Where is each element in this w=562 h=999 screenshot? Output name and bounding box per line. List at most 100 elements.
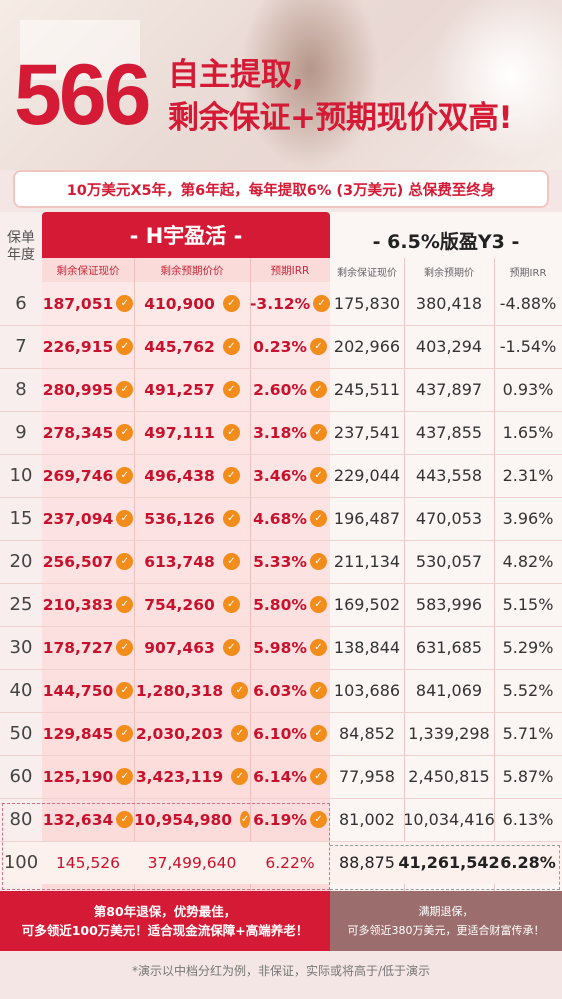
thumbs-up-icon: ✓ (309, 596, 327, 613)
theirs-expected-cell: 2,450,815 (404, 755, 494, 798)
year-cell-value: 80 (9, 809, 33, 830)
theirs-irr-cell-value: 1.65% (502, 423, 554, 442)
table-row: 20 256,507 ✓ 613,748 ✓ 5.33% ✓ 211,134 530,057 4.… (0, 540, 562, 583)
thumbs-up-icon: ✓ (222, 338, 240, 355)
theirs-expected-cell: 1,339,298 (404, 712, 494, 755)
theirs-expected-cell: 583,996 (404, 583, 494, 626)
theirs-guaranteed-cell-value: 237,541 (333, 423, 401, 442)
thumbs-up-icon: ✓ (309, 639, 327, 656)
theirs-guaranteed-cell: 245,511 (330, 368, 404, 411)
ours-guaranteed-cell-value: 256,507 (42, 552, 114, 571)
theirs-guaranteed-cell: 202,966 (330, 325, 404, 368)
thumbs-up-icon: ✓ (116, 424, 134, 441)
ours-guaranteed-cell-value: 210,383 (42, 595, 114, 614)
ours-irr-cell: 3.18% ✓ (250, 411, 330, 454)
table-row: 7 226,915 ✓ 445,762 ✓ 0.23% ✓ 202,966 403,294 -1.… (0, 325, 562, 368)
theirs-expected-cell: 631,685 (404, 626, 494, 669)
ours-guaranteed-cell: 269,746 ✓ (42, 454, 134, 497)
theirs-guaranteed-cell-value: 77,958 (339, 767, 395, 786)
theirs-expected-cell-value: 841,069 (415, 681, 483, 700)
ours-expected-cell-value: 907,463 (144, 638, 215, 657)
ours-irr-cell: 5.98% ✓ (250, 626, 330, 669)
theirs-expected-cell: 437,897 (404, 368, 494, 411)
ours-subheader-guaranteed: 剩余保证现价 (56, 264, 120, 277)
ours-irr-cell-value: 5.80% (253, 595, 307, 614)
theirs-guaranteed-cell: 84,852 (330, 712, 404, 755)
year-cell: 30 (0, 626, 42, 669)
ours-expected-cell: 3,423,119 ✓ (134, 755, 250, 798)
table-row: 25 210,383 ✓ 754,260 ✓ 5.80% ✓ 169,502 583,996 5.… (0, 583, 562, 626)
theirs-expected-cell: 10,034,416 (403, 798, 495, 841)
thumbs-up-icon: ✓ (222, 467, 240, 484)
theirs-guaranteed-cell-value: 88,875 (339, 853, 395, 872)
theirs-irr-cell: 5.71% (494, 712, 562, 755)
ours-column-bg (42, 212, 330, 950)
conclusion-banner-theirs: 满期退保， 可多领近380万美元，更适合财富传承！ (330, 891, 562, 951)
ours-expected-cell: 37,499,640 (134, 841, 250, 884)
theirs-expected-cell: 470,053 (404, 497, 494, 540)
theirs-irr-cell-value: 6.28% (500, 853, 556, 872)
ours-guaranteed-cell-value: 144,750 (42, 681, 114, 700)
conclusion-ours-line1: 第80年退保，优势最佳， (93, 904, 237, 919)
ours-irr-cell: -3.12% ✓ (250, 282, 330, 325)
theirs-guaranteed-cell-value: 202,966 (333, 337, 401, 356)
year-cell: 60 (0, 755, 42, 798)
theirs-expected-cell-value: 443,558 (415, 466, 483, 485)
theirs-irr-cell: 2.31% (494, 454, 562, 497)
theirs-guaranteed-cell: 103,686 (330, 669, 404, 712)
year-cell: 15 (0, 497, 42, 540)
year-cell-value: 7 (15, 336, 27, 357)
ours-irr-cell-value: 6.03% (253, 681, 307, 700)
theirs-irr-cell-value: -1.54% (499, 337, 557, 356)
row-divider (0, 841, 562, 842)
theirs-guaranteed-cell: 169,502 (330, 583, 404, 626)
theirs-guaranteed-cell-value: 84,852 (339, 724, 395, 743)
thumbs-up-icon: ✓ (222, 553, 240, 570)
row-divider (0, 669, 562, 670)
row-divider (0, 798, 562, 799)
ours-guaranteed-cell: 125,190 ✓ (42, 755, 134, 798)
ours-expected-cell-value: 1,280,318 (135, 681, 224, 700)
ours-subheader-irr: 预期IRR (270, 264, 310, 277)
theirs-expected-cell-value: 583,996 (415, 595, 483, 614)
theirs-guaranteed-cell: 229,044 (330, 454, 404, 497)
theirs-irr-cell: 5.52% (494, 669, 562, 712)
ours-expected-cell-value: 10,954,980 (134, 810, 233, 829)
year-cell-value: 60 (9, 766, 33, 787)
table-row: 100 145,526 37,499,640 6.22% 88,875 41,261,54… (0, 841, 562, 884)
year-cell-value: 6 (15, 293, 27, 314)
thumbs-up-icon: ✓ (231, 725, 249, 742)
theirs-guaranteed-cell-value: 211,134 (333, 552, 401, 571)
ours-expected-cell-value: 497,111 (144, 423, 215, 442)
ours-irr-cell-value: 3.18% (253, 423, 307, 442)
ours-irr-cell-value: 3.46% (253, 466, 307, 485)
ours-expected-cell: 613,748 ✓ (134, 540, 250, 583)
year-column-bg (0, 212, 42, 950)
theirs-expected-cell: 443,558 (404, 454, 494, 497)
year-header-line2: 年度 (7, 247, 35, 263)
year-cell-value: 30 (9, 637, 33, 658)
ours-guaranteed-cell: 256,507 ✓ (42, 540, 134, 583)
ours-expected-cell: 754,260 ✓ (134, 583, 250, 626)
theirs-expected-cell-value: 41,261,542 (398, 853, 500, 872)
theirs-irr-cell-value: 5.29% (502, 638, 554, 657)
theirs-irr-cell: 5.29% (494, 626, 562, 669)
theirs-expected-cell-value: 2,450,815 (408, 767, 490, 786)
theirs-expected-cell-value: 10,034,416 (403, 810, 495, 829)
thumbs-up-icon: ✓ (309, 768, 327, 785)
ours-irr-cell: 6.10% ✓ (250, 712, 330, 755)
theirs-irr-cell-value: 2.31% (502, 466, 554, 485)
ours-guaranteed-cell: 280,995 ✓ (42, 368, 134, 411)
row-divider (0, 454, 562, 455)
thumbs-up-icon: ✓ (309, 553, 327, 570)
thumbs-up-icon: ✓ (116, 510, 134, 527)
highlight-frame-theirs (330, 845, 560, 890)
ours-irr-cell: 6.19% ✓ (250, 798, 330, 841)
ours-subheader-row: 剩余保证现价 剩余预期价价 预期IRR (42, 258, 330, 282)
thumbs-up-icon: ✓ (231, 682, 249, 699)
column-divider (404, 258, 405, 950)
ours-irr-cell: 6.03% ✓ (250, 669, 330, 712)
ours-guaranteed-cell: 226,915 ✓ (42, 325, 134, 368)
highlight-frame-ours (2, 803, 330, 890)
ours-expected-cell-value: 2,030,203 (135, 724, 224, 743)
